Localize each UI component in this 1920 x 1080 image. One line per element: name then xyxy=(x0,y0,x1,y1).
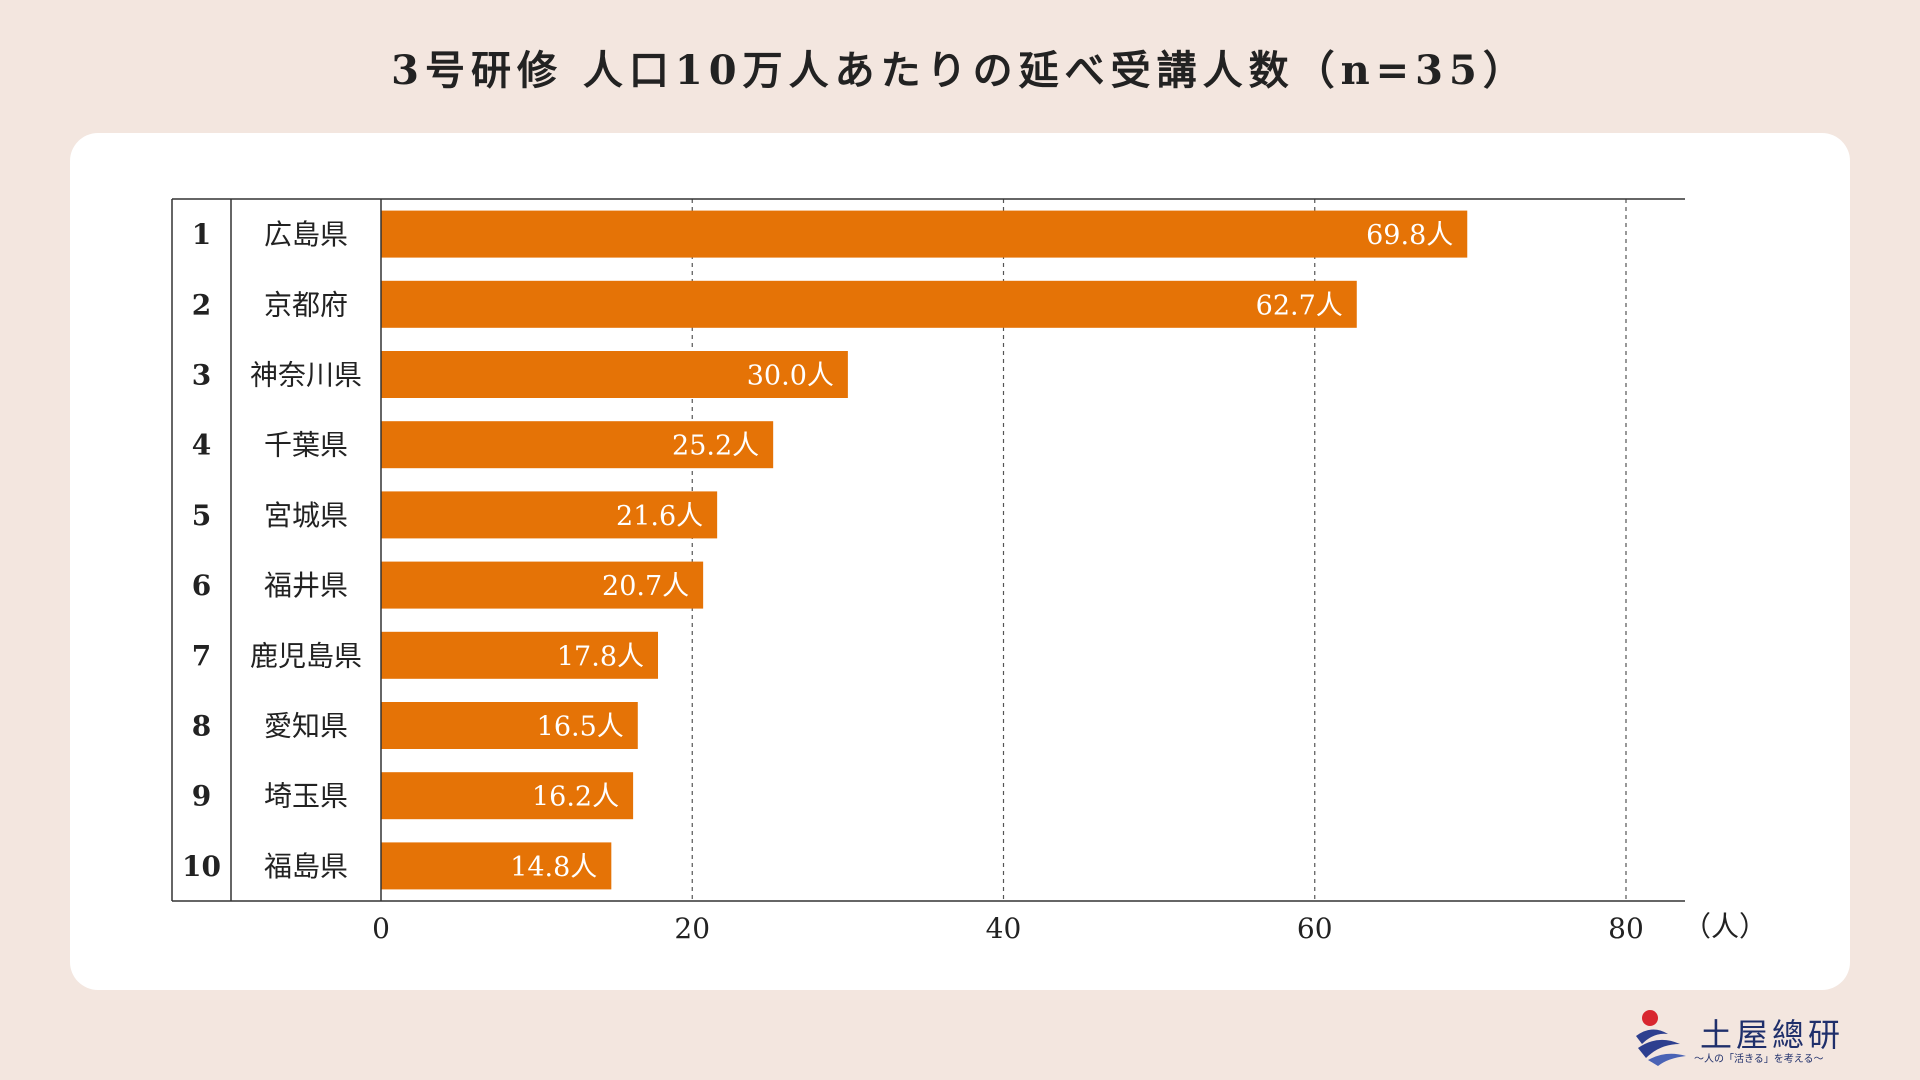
category-label: 京都府 xyxy=(264,288,348,321)
x-axis-unit-label: （人） xyxy=(1683,910,1767,943)
logo-name: 土屋總研 xyxy=(1700,1016,1845,1054)
rank-label: 6 xyxy=(192,569,211,602)
rank-label: 2 xyxy=(192,288,211,321)
category-label: 埼玉県 xyxy=(264,780,348,813)
x-tick-label: 80 xyxy=(1608,912,1644,945)
category-label: 広島県 xyxy=(264,218,348,251)
rank-label: 9 xyxy=(192,780,211,813)
x-tick-label: 0 xyxy=(372,912,390,945)
bar xyxy=(381,280,1357,328)
rank-label: 5 xyxy=(192,499,211,532)
bar xyxy=(381,351,848,398)
bar xyxy=(381,772,634,820)
x-tick-label: 40 xyxy=(986,912,1022,945)
logo-mark-icon xyxy=(1636,1010,1686,1066)
bar-value-label: 25.2人 xyxy=(672,431,759,462)
bar xyxy=(381,631,659,679)
x-tick-label: 20 xyxy=(674,912,710,945)
bar-value-label: 62.7人 xyxy=(1256,290,1343,321)
rank-label: 10 xyxy=(182,850,221,883)
bar xyxy=(381,702,638,749)
rank-label: 8 xyxy=(192,710,211,743)
category-label: 福井県 xyxy=(264,569,348,602)
bar-value-label: 21.6人 xyxy=(616,501,703,532)
bar-value-label: 17.8人 xyxy=(557,641,644,672)
chart-card: 69.8人 62.7人 30.0人 25.2人 21.6人 20.7人 17.8人 16.5人… xyxy=(70,133,1850,990)
bar-value-label: 16.2人 xyxy=(532,782,619,813)
bar xyxy=(381,842,612,890)
bar-value-label: 20.7人 xyxy=(602,571,689,602)
chart-title: 3号研修 人口10万人あたりの延べ受講人数（n=35） xyxy=(391,47,1529,94)
category-label: 福島県 xyxy=(264,850,348,883)
bar xyxy=(381,210,1468,258)
bar-value-label: 30.0人 xyxy=(747,361,834,392)
category-label: 千葉県 xyxy=(264,429,348,462)
x-tick-label: 60 xyxy=(1297,912,1333,945)
company-logo: 土屋總研 〜人の「活きる」を考える〜 xyxy=(1632,1006,1862,1066)
rank-label: 1 xyxy=(192,218,211,251)
rank-label: 3 xyxy=(192,359,211,392)
rank-label: 4 xyxy=(192,429,211,462)
bar-value-label: 69.8人 xyxy=(1366,220,1453,251)
bar-value-label: 16.5人 xyxy=(537,712,624,743)
category-label: 愛知県 xyxy=(264,710,348,743)
bar xyxy=(381,491,718,539)
bar xyxy=(381,561,704,609)
category-label: 神奈川県 xyxy=(250,359,362,392)
category-label: 鹿児島県 xyxy=(250,639,362,672)
bar-value-label: 14.8人 xyxy=(510,852,597,883)
bar-chart: 69.8人 62.7人 30.0人 25.2人 21.6人 20.7人 17.8人 16.5人… xyxy=(171,198,1767,945)
category-label: 宮城県 xyxy=(264,499,348,532)
bar xyxy=(381,421,774,469)
rank-label: 7 xyxy=(192,639,211,672)
logo-tagline: 〜人の「活きる」を考える〜 xyxy=(1694,1054,1824,1065)
